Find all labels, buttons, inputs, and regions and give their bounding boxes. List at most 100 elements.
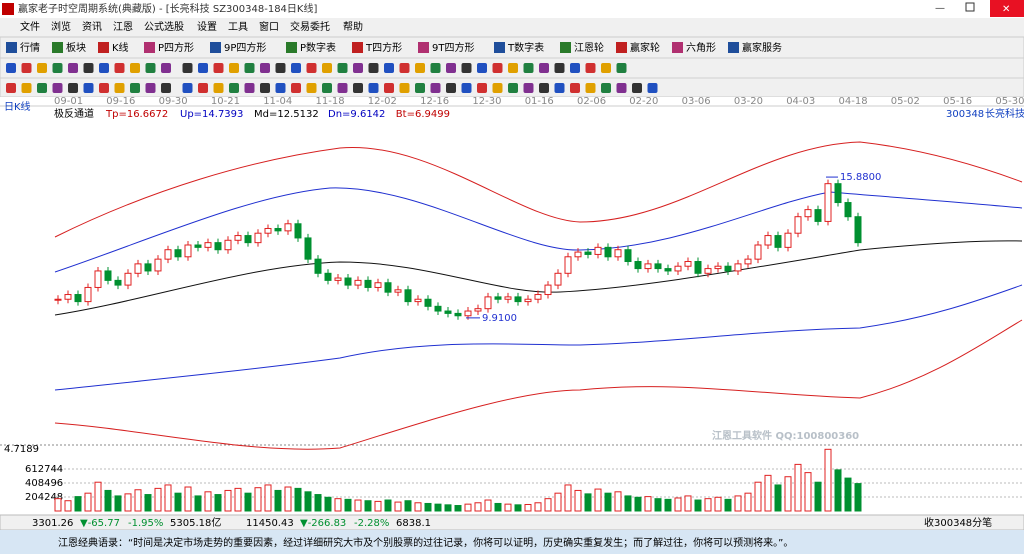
tool-icon[interactable] <box>145 83 156 93</box>
tool-icon[interactable] <box>508 83 518 93</box>
menu-item[interactable]: 工具 <box>228 21 248 33</box>
tool-label[interactable]: T数字表 <box>507 41 544 54</box>
tool-icon[interactable] <box>286 42 297 53</box>
tool-icon[interactable] <box>182 83 193 93</box>
menu-item[interactable]: 帮助 <box>343 20 363 33</box>
tool-icon[interactable] <box>368 83 379 93</box>
tool-icon[interactable] <box>68 63 78 73</box>
tool-icon[interactable] <box>353 83 363 93</box>
tool-icon[interactable] <box>98 42 109 53</box>
tool-icon[interactable] <box>6 42 17 53</box>
tool-icon[interactable] <box>399 83 410 93</box>
tool-label[interactable]: T四方形 <box>365 41 402 54</box>
tool-icon[interactable] <box>275 63 286 73</box>
tool-icon[interactable] <box>430 63 441 73</box>
tool-label[interactable]: P四方形 <box>158 41 194 54</box>
tool-icon[interactable] <box>6 63 16 73</box>
tool-label[interactable]: K线 <box>112 41 129 54</box>
tool-icon[interactable] <box>198 83 208 93</box>
tool-icon[interactable] <box>585 83 596 93</box>
tool-label[interactable]: 江恩轮 <box>574 41 604 54</box>
tool-icon[interactable] <box>554 83 565 93</box>
tool-icon[interactable] <box>6 83 16 93</box>
menu-item[interactable]: 设置 <box>197 21 217 33</box>
tool-icon[interactable] <box>352 42 363 53</box>
tool-icon[interactable] <box>114 83 125 93</box>
tool-label[interactable]: P数字表 <box>300 41 336 54</box>
tool-label[interactable]: 赢家轮 <box>630 41 660 54</box>
tool-icon[interactable] <box>182 63 193 73</box>
tool-icon[interactable] <box>477 83 487 93</box>
tool-icon[interactable] <box>52 42 63 53</box>
tool-label[interactable]: 行情 <box>20 41 40 54</box>
menu-item[interactable]: 资讯 <box>82 21 102 33</box>
tool-icon[interactable] <box>523 83 534 93</box>
tool-icon[interactable] <box>161 63 171 73</box>
tool-icon[interactable] <box>570 83 580 93</box>
tool-icon[interactable] <box>68 83 78 93</box>
tool-icon[interactable] <box>523 63 534 73</box>
menu-item[interactable]: 文件 <box>20 20 40 33</box>
tool-icon[interactable] <box>492 83 503 93</box>
tool-icon[interactable] <box>384 63 394 73</box>
tool-icon[interactable] <box>83 83 94 93</box>
tool-icon[interactable] <box>539 63 549 73</box>
tool-icon[interactable] <box>260 83 270 93</box>
tool-icon[interactable] <box>461 83 472 93</box>
tool-icon[interactable] <box>99 83 109 93</box>
tool-label[interactable]: 赢家服务 <box>742 41 782 54</box>
menu-item[interactable]: 浏览 <box>51 20 71 33</box>
tool-label[interactable]: 六角形 <box>686 42 716 54</box>
tool-icon[interactable] <box>213 63 224 73</box>
menu-item[interactable]: 江恩 <box>113 21 133 33</box>
tool-icon[interactable] <box>337 63 348 73</box>
tool-icon[interactable] <box>21 63 32 73</box>
tool-icon[interactable] <box>647 83 658 93</box>
tool-icon[interactable] <box>260 63 270 73</box>
tool-label[interactable]: 9P四方形 <box>224 41 266 54</box>
maximize[interactable] <box>965 2 975 12</box>
tool-icon[interactable] <box>99 63 109 73</box>
tool-icon[interactable] <box>494 42 505 53</box>
tool-label[interactable]: 9T四方形 <box>432 41 474 54</box>
tool-icon[interactable] <box>229 63 239 73</box>
tool-icon[interactable] <box>337 83 348 93</box>
tool-icon[interactable] <box>560 42 571 53</box>
tool-icon[interactable] <box>601 83 611 93</box>
tool-icon[interactable] <box>728 42 739 53</box>
menu-item[interactable]: 公式选股 <box>144 20 184 33</box>
tool-icon[interactable] <box>492 63 503 73</box>
tool-icon[interactable] <box>322 83 332 93</box>
tool-icon[interactable] <box>539 83 549 93</box>
tool-icon[interactable] <box>291 83 301 93</box>
tool-icon[interactable] <box>672 42 683 53</box>
tool-icon[interactable] <box>570 63 580 73</box>
close[interactable] <box>990 0 1024 17</box>
menu-item[interactable]: 窗口 <box>259 20 279 33</box>
tool-icon[interactable] <box>244 63 255 73</box>
tool-icon[interactable] <box>446 83 456 93</box>
tool-icon[interactable] <box>461 63 472 73</box>
minimize[interactable]: — <box>935 3 945 14</box>
tool-icon[interactable] <box>418 42 429 53</box>
tool-icon[interactable] <box>198 63 208 73</box>
tool-icon[interactable] <box>616 63 627 73</box>
tool-label[interactable]: 板块 <box>66 41 86 54</box>
tool-icon[interactable] <box>616 42 627 53</box>
tool-icon[interactable] <box>601 63 611 73</box>
tool-icon[interactable] <box>353 63 363 73</box>
tool-icon[interactable] <box>399 63 410 73</box>
tool-icon[interactable] <box>145 63 156 73</box>
tool-icon[interactable] <box>368 63 379 73</box>
tool-icon[interactable] <box>275 83 286 93</box>
tool-icon[interactable] <box>37 83 47 93</box>
tool-icon[interactable] <box>37 63 47 73</box>
tool-icon[interactable] <box>446 63 456 73</box>
tool-icon[interactable] <box>52 83 63 93</box>
tool-icon[interactable] <box>508 63 518 73</box>
tool-icon[interactable] <box>114 63 125 73</box>
tool-icon[interactable] <box>291 63 301 73</box>
tool-icon[interactable] <box>477 63 487 73</box>
menu-item[interactable]: 交易委托 <box>290 20 330 33</box>
tool-icon[interactable] <box>52 63 63 73</box>
